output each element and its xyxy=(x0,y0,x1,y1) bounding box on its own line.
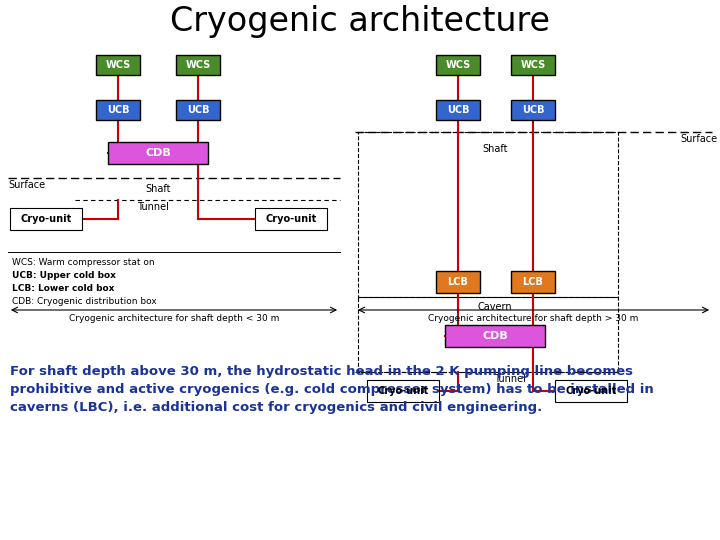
Text: LCB: LCB xyxy=(448,277,469,287)
Text: Tunnel: Tunnel xyxy=(494,374,526,384)
Text: WCS: WCS xyxy=(105,60,130,70)
Text: Cryo-unit: Cryo-unit xyxy=(377,386,428,396)
Bar xyxy=(445,325,545,347)
Text: Surface: Surface xyxy=(680,134,717,144)
Text: Shaft: Shaft xyxy=(145,184,171,194)
Text: caverns (LBC), i.e. additional cost for cryogenics and civil engineering.: caverns (LBC), i.e. additional cost for … xyxy=(10,401,542,414)
Text: Cryogenic architecture for shaft depth < 30 m: Cryogenic architecture for shaft depth <… xyxy=(69,314,279,323)
Bar xyxy=(436,55,480,75)
Text: For shaft depth above 30 m, the hydrostatic head in the 2 K pumping line becomes: For shaft depth above 30 m, the hydrosta… xyxy=(10,365,633,378)
Text: LCB: Lower cold box: LCB: Lower cold box xyxy=(12,284,114,293)
Text: UCB: UCB xyxy=(107,105,130,115)
Bar xyxy=(255,208,327,230)
Text: Shaft: Shaft xyxy=(482,144,508,154)
Bar xyxy=(96,100,140,120)
Bar xyxy=(108,142,208,164)
Bar xyxy=(367,380,439,402)
Text: CDB: CDB xyxy=(482,331,508,341)
Text: Surface: Surface xyxy=(8,180,45,190)
Bar xyxy=(511,55,555,75)
Text: WCS: WCS xyxy=(521,60,546,70)
Bar xyxy=(176,100,220,120)
Bar xyxy=(511,100,555,120)
Text: WCS: WCS xyxy=(185,60,211,70)
Text: Cryogenic architecture for shaft depth > 30 m: Cryogenic architecture for shaft depth >… xyxy=(428,314,638,323)
Bar xyxy=(358,297,618,372)
Text: UCB: UCB xyxy=(522,105,544,115)
Bar xyxy=(358,132,618,297)
Text: WCS: Warm compressor stat on: WCS: Warm compressor stat on xyxy=(12,258,155,267)
Bar xyxy=(176,55,220,75)
Text: Cavern: Cavern xyxy=(477,302,513,312)
Text: Cryo-unit: Cryo-unit xyxy=(565,386,616,396)
Text: Cryo-unit: Cryo-unit xyxy=(266,214,317,224)
Text: UCB: UCB xyxy=(446,105,469,115)
Bar xyxy=(10,208,82,230)
Bar xyxy=(511,271,555,293)
Bar xyxy=(436,271,480,293)
Text: UCB: Upper cold box: UCB: Upper cold box xyxy=(12,271,116,280)
Bar xyxy=(555,380,627,402)
Text: UCB: UCB xyxy=(186,105,210,115)
Text: Cryogenic architecture: Cryogenic architecture xyxy=(170,5,550,38)
Text: CDB: CDB xyxy=(145,148,171,158)
Text: WCS: WCS xyxy=(446,60,471,70)
Text: LCB: LCB xyxy=(523,277,544,287)
Bar xyxy=(436,100,480,120)
Text: prohibitive and active cryogenics (e.g. cold compressor system) has to be instal: prohibitive and active cryogenics (e.g. … xyxy=(10,383,654,396)
Text: Tunnel: Tunnel xyxy=(137,202,169,212)
Text: CDB: Cryogenic distribution box: CDB: Cryogenic distribution box xyxy=(12,297,157,306)
Bar xyxy=(96,55,140,75)
Text: Cryo-unit: Cryo-unit xyxy=(20,214,71,224)
